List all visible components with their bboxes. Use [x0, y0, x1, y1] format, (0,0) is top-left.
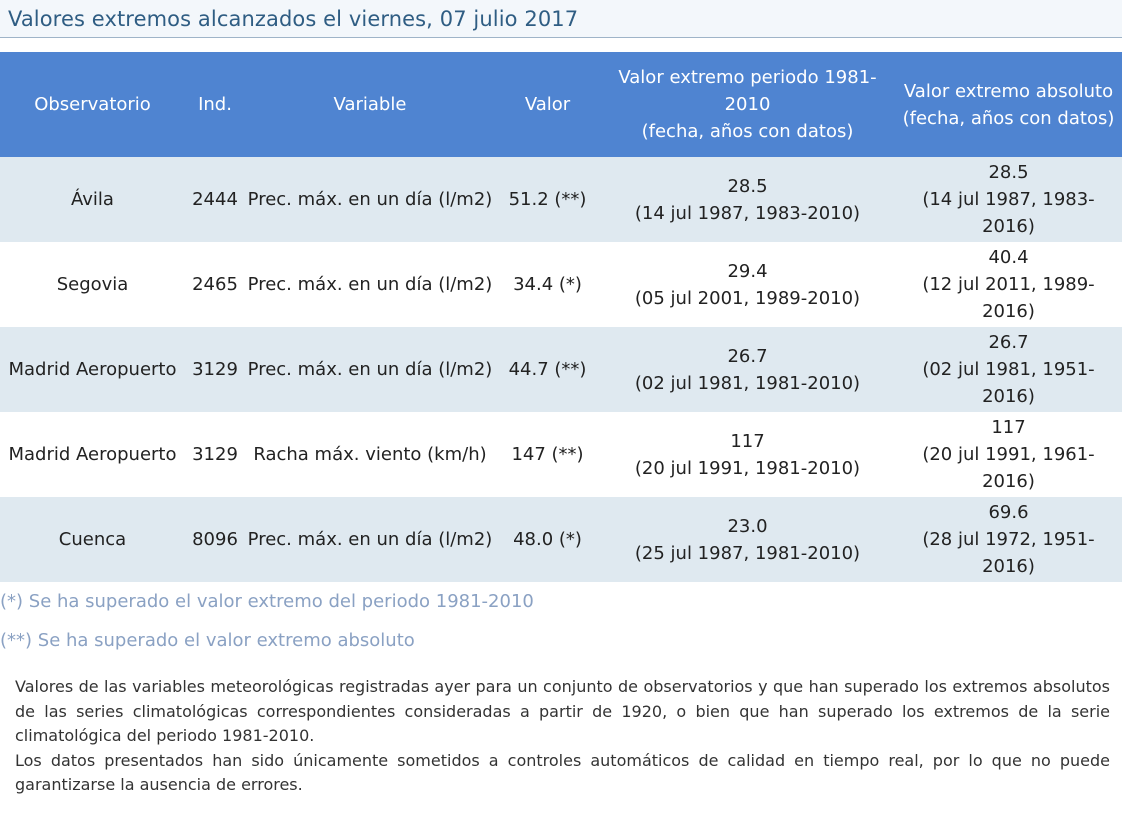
cell-periodo-value: 23.0: [727, 515, 768, 537]
description-paragraph: Valores de las variables meteorológicas …: [15, 677, 1110, 745]
header-variable: Variable: [245, 52, 495, 157]
table-row: Cuenca 8096 Prec. máx. en un día (l/m2) …: [0, 497, 1122, 582]
cell-valor: 48.0 (*): [495, 497, 600, 582]
header-observatorio: Observatorio: [0, 52, 185, 157]
cell-periodo-value: 28.5: [727, 175, 768, 197]
footnote-double-asterisk: (**) Se ha superado el valor extremo abs…: [0, 630, 415, 651]
cell-periodo-value: 29.4: [727, 260, 768, 282]
footnotes: (*) Se ha superado el valor extremo del …: [0, 589, 1122, 667]
cell-absoluto-value: 28.5: [988, 162, 1029, 183]
cell-ind: 2444: [185, 157, 245, 242]
cell-observatorio: Madrid Aeropuerto: [0, 327, 185, 412]
cell-ind: 2465: [185, 242, 245, 327]
cell-absoluto: 40.4 (12 jul 2011, 1989-2016): [895, 242, 1122, 327]
table-row: Segovia 2465 Prec. máx. en un día (l/m2)…: [0, 242, 1122, 327]
header-ind: Ind.: [185, 52, 245, 157]
cell-absoluto-value: 40.4: [988, 247, 1029, 268]
cell-periodo-date: (20 jul 1991, 1981-2010): [634, 457, 861, 479]
cell-variable: Prec. máx. en un día (l/m2): [245, 327, 495, 412]
header-valor: Valor: [495, 52, 600, 157]
cell-periodo-date: (25 jul 1987, 1981-2010): [634, 542, 861, 564]
cell-periodo: 117 (20 jul 1991, 1981-2010): [600, 412, 895, 497]
cell-periodo-date: (14 jul 1987, 1983-2010): [634, 202, 861, 224]
cell-absoluto-date: (28 jul 1972, 1951-2016): [922, 529, 1095, 577]
cell-absoluto: 69.6 (28 jul 1972, 1951-2016): [895, 497, 1122, 582]
table-row: Madrid Aeropuerto 3129 Racha máx. viento…: [0, 412, 1122, 497]
cell-absoluto-value: 26.7: [988, 332, 1029, 353]
cell-valor: 44.7 (**): [495, 327, 600, 412]
footnote-single-asterisk: (*) Se ha superado el valor extremo del …: [0, 591, 534, 612]
cell-periodo-date: (02 jul 1981, 1981-2010): [634, 372, 861, 394]
title-bar: Valores extremos alcanzados el viernes, …: [0, 0, 1122, 38]
cell-periodo: 23.0 (25 jul 1987, 1981-2010): [600, 497, 895, 582]
table-row: Madrid Aeropuerto 3129 Prec. máx. en un …: [0, 327, 1122, 412]
header-absoluto-title: Valor extremo absoluto: [903, 80, 1114, 102]
cell-absoluto-value: 69.6: [988, 502, 1029, 523]
cell-observatorio: Cuenca: [0, 497, 185, 582]
cell-absoluto: 117 (20 jul 1991, 1961-2016): [895, 412, 1122, 497]
description: Valores de las variables meteorológicas …: [15, 675, 1110, 798]
page-title: Valores extremos alcanzados el viernes, …: [8, 6, 579, 31]
cell-periodo-date: (05 jul 2001, 1989-2010): [634, 287, 861, 309]
cell-variable: Racha máx. viento (km/h): [245, 412, 495, 497]
cell-observatorio: Ávila: [0, 157, 185, 242]
cell-observatorio: Madrid Aeropuerto: [0, 412, 185, 497]
cell-absoluto-date: (20 jul 1991, 1961-2016): [922, 444, 1095, 492]
header-periodo-title: Valor extremo periodo 1981-2010: [618, 67, 877, 115]
cell-absoluto: 26.7 (02 jul 1981, 1951-2016): [895, 327, 1122, 412]
table-row: Ávila 2444 Prec. máx. en un día (l/m2) 5…: [0, 157, 1122, 242]
cell-variable: Prec. máx. en un día (l/m2): [245, 242, 495, 327]
cell-variable: Prec. máx. en un día (l/m2): [245, 497, 495, 582]
table-header-row: Observatorio Ind. Variable Valor Valor e…: [0, 52, 1122, 157]
cell-valor: 147 (**): [495, 412, 600, 497]
cell-observatorio: Segovia: [0, 242, 185, 327]
header-periodo-subtitle: (fecha, años con datos): [641, 121, 854, 142]
disclaimer-paragraph: Los datos presentados han sido únicament…: [15, 750, 1110, 795]
cell-valor: 34.4 (*): [495, 242, 600, 327]
cell-valor: 51.2 (**): [495, 157, 600, 242]
extremes-table: Observatorio Ind. Variable Valor Valor e…: [0, 52, 1122, 582]
header-periodo: Valor extremo periodo 1981-2010 (fecha, …: [600, 52, 895, 157]
cell-periodo: 29.4 (05 jul 2001, 1989-2010): [600, 242, 895, 327]
header-absoluto-subtitle: (fecha, años con datos): [902, 107, 1115, 129]
cell-periodo: 26.7 (02 jul 1981, 1981-2010): [600, 327, 895, 412]
cell-absoluto-value: 117: [991, 417, 1026, 438]
cell-absoluto-date: (02 jul 1981, 1951-2016): [922, 359, 1095, 407]
cell-ind: 3129: [185, 327, 245, 412]
cell-periodo-value: 26.7: [727, 345, 768, 367]
cell-ind: 3129: [185, 412, 245, 497]
header-absoluto: Valor extremo absoluto (fecha, años con …: [895, 52, 1122, 157]
cell-periodo-value: 117: [730, 430, 765, 452]
cell-ind: 8096: [185, 497, 245, 582]
cell-periodo: 28.5 (14 jul 1987, 1983-2010): [600, 157, 895, 242]
cell-absoluto: 28.5 (14 jul 1987, 1983-2016): [895, 157, 1122, 242]
cell-variable: Prec. máx. en un día (l/m2): [245, 157, 495, 242]
cell-absoluto-date: (14 jul 1987, 1983-2016): [922, 189, 1095, 237]
cell-absoluto-date: (12 jul 2011, 1989-2016): [922, 274, 1095, 322]
